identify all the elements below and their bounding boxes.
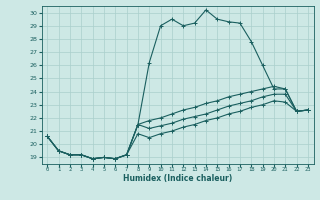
X-axis label: Humidex (Indice chaleur): Humidex (Indice chaleur) bbox=[123, 174, 232, 183]
